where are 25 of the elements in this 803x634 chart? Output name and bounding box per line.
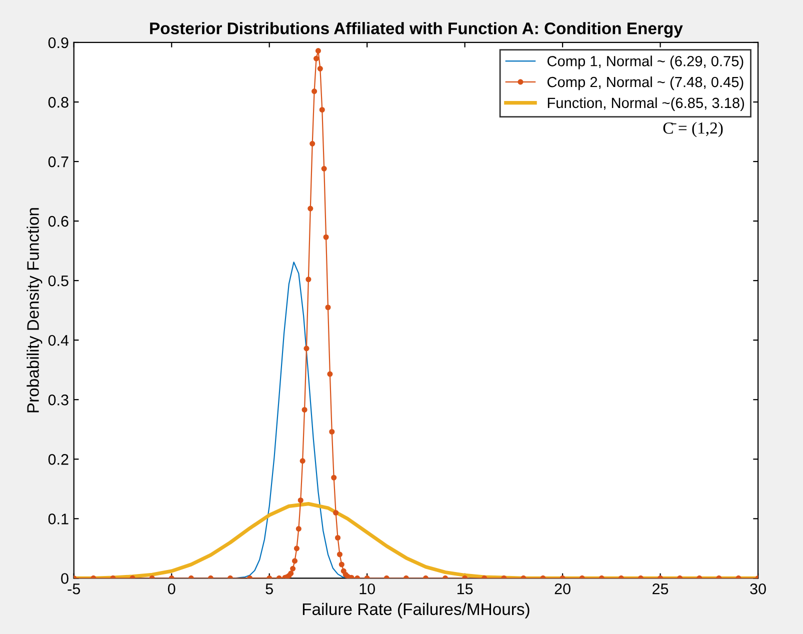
y-tick-label: 0.2 bbox=[48, 454, 68, 465]
y-tick-label: 0 bbox=[61, 573, 68, 584]
y-tick-label: 0.4 bbox=[48, 334, 69, 346]
x-tick-label: 0 bbox=[168, 583, 176, 594]
y-axis-title: Probability Density Function bbox=[26, 208, 42, 412]
x-tick-label: 30 bbox=[750, 583, 766, 594]
annotation: C̄ = (1,2) bbox=[663, 122, 723, 138]
x-axis-title: Failure Rate (Failures/MHours) bbox=[302, 602, 530, 618]
x-tick-label: -5 bbox=[68, 584, 80, 594]
x-tick-label: 15 bbox=[457, 584, 473, 594]
x-tick-label: 10 bbox=[360, 583, 375, 594]
x-tick-label: 25 bbox=[652, 583, 668, 594]
y-tick-label: 0.3 bbox=[48, 394, 68, 406]
legend-label: Comp 2, Normal ~ (7.48, 0.45) bbox=[547, 76, 744, 90]
y-tick-label: 0.6 bbox=[48, 216, 68, 227]
y-tick-label: 0.8 bbox=[48, 96, 68, 108]
legend-label: Function, Normal ~(6.85, 3.18) bbox=[548, 97, 744, 111]
x-tick-label: 20 bbox=[554, 583, 570, 594]
y-tick-label: 0.7 bbox=[48, 156, 68, 168]
legend-label: Comp 1, Normal ~ (6.29, 0.75) bbox=[547, 56, 744, 70]
y-tick-label: 0.5 bbox=[48, 275, 68, 286]
y-tick-label: 0.1 bbox=[48, 514, 68, 524]
chart-title: Posterior Distributions Affiliated with Function A: Condition Energy bbox=[150, 22, 683, 38]
x-tick-label: 5 bbox=[266, 584, 273, 594]
y-tick-label: 0.9 bbox=[48, 37, 68, 48]
